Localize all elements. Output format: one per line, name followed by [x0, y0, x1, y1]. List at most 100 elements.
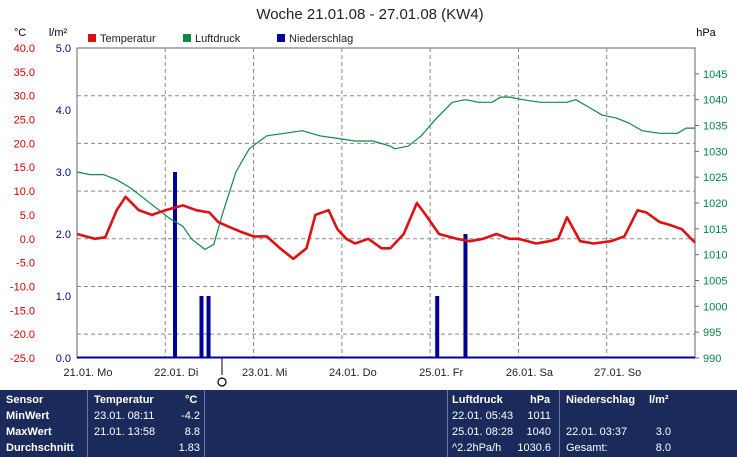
rain-value: 3.0 [655, 426, 671, 438]
pressure-line [76, 96, 695, 251]
pressure-time: 22.01. 05:43 [452, 410, 514, 422]
grid-lines [77, 48, 695, 358]
pressure-tick-label: 1045 [703, 69, 727, 81]
rain-bar [463, 234, 468, 358]
pressure-value: 1030.6 [517, 442, 551, 454]
header-sensor: Sensor [6, 394, 44, 406]
legend-label: Luftdruck [195, 33, 241, 45]
rain-value: 8.0 [655, 442, 671, 454]
pressure-time: 25.01. 08:28 [452, 426, 514, 438]
pressure-axis-ticks: 1045 1040 1035 1030 1025 1020 1015 1010 1005 1000… [695, 69, 727, 365]
temp-tick-label: -15.0 [10, 305, 35, 317]
pressure-value: 1011 [527, 410, 551, 422]
stats-table: Sensor Temperatur °C Luftdruck hPa Niede… [0, 390, 737, 457]
pressure-tick-label: 1025 [703, 172, 727, 184]
row-label: Durchschnitt [6, 442, 74, 454]
temp-time: 23.01. 08:11 [94, 410, 155, 422]
rain-total-label: Gesamt: [566, 442, 608, 454]
pressure-tick-label: 1035 [703, 121, 727, 133]
legend-swatch [88, 34, 96, 42]
pressure-series-line [76, 96, 695, 251]
chart-legend: Temperatur Luftdruck Niederschlag [88, 33, 353, 45]
pressure-tick-label: 1030 [703, 146, 727, 158]
temp-axis-ticks: 40.0 35.0 30.0 25.0 20.0 15.0 10.0 5.0 0.0 -5.0 -1… [10, 43, 35, 365]
legend-label: Niederschlag [289, 33, 353, 45]
x-tick-label: 23.01. Mi [242, 367, 287, 379]
rain-tick-label: 0.0 [56, 353, 71, 365]
temp-time: 21.01. 13:58 [94, 426, 156, 438]
temp-tick-label: 5.0 [20, 210, 35, 222]
legend-label: Temperatur [100, 33, 156, 45]
temp-tick-label: -20.0 [10, 329, 35, 341]
rain-bar [206, 296, 211, 358]
rain-bar [172, 172, 177, 358]
rain-bar [199, 296, 204, 358]
rain-tick-label: 3.0 [56, 167, 71, 179]
stats-row-min: MinWert 23.01. 08:11 -4.2 22.01. 05:43 1… [0, 410, 737, 426]
weather-chart: Woche 21.01.08 - 27.01.08 (KW4) °C l/m² … [10, 6, 727, 387]
header-rain: Niederschlag [566, 394, 636, 406]
col-divider [559, 390, 560, 457]
header-pressure: Luftdruck [452, 394, 503, 406]
rain-tick-label: 4.0 [56, 105, 71, 117]
temp-tick-label: 25.0 [14, 115, 35, 127]
temp-value: 8.8 [184, 426, 200, 438]
temp-tick-label: 0.0 [20, 234, 35, 246]
cursor-circle-icon [217, 377, 227, 387]
pressure-tick-label: 1000 [703, 301, 727, 313]
pressure-tick-label: 995 [703, 327, 721, 339]
pressure-tick-label: 1005 [703, 276, 727, 288]
pressure-tick-label: 1020 [703, 198, 727, 210]
temp-tick-label: 40.0 [14, 43, 35, 55]
x-tick-label: 25.01. Fr [419, 367, 463, 379]
plot-area [76, 47, 696, 359]
temp-tick-label: -5.0 [16, 258, 35, 270]
chart-title: Woche 21.01.08 - 27.01.08 (KW4) [256, 6, 483, 23]
temp-tick-label: -25.0 [10, 353, 35, 365]
col-divider [87, 390, 88, 457]
x-tick-label: 27.01. So [594, 367, 641, 379]
temp-tick-label: 35.0 [14, 67, 35, 79]
col-divider [447, 390, 448, 457]
header-temp-unit: °C [185, 394, 198, 406]
stats-row-max: MaxWert 21.01. 13:58 8.8 25.01. 08:28 10… [0, 426, 737, 442]
temp-tick-label: -10.0 [10, 281, 35, 293]
rain-tick-label: 2.0 [56, 229, 71, 241]
rain-time: 22.01. 03:37 [566, 426, 628, 438]
x-axis-ticks: 21.01. Mo 22.01. Di 23.01. Mi 24.01. Do 25.0… [64, 367, 642, 379]
pressure-tick-label: 990 [703, 353, 721, 365]
rain-tick-label: 1.0 [56, 291, 71, 303]
stats-row-avg: Durchschnitt 1.83 ^2.2hPa/h 1030.6 Gesam… [0, 442, 737, 458]
temperature-series-line [76, 195, 696, 261]
temperature-line [76, 195, 696, 261]
temp-tick-label: 10.0 [14, 186, 35, 198]
legend-swatch [277, 34, 285, 42]
temp-unit-label: °C [14, 27, 26, 39]
row-label: MaxWert [6, 426, 52, 438]
temp-tick-label: 15.0 [14, 162, 35, 174]
header-pressure-unit: hPa [530, 394, 551, 406]
rain-tick-label: 5.0 [56, 43, 71, 55]
row-label: MinWert [6, 410, 50, 422]
x-tick-label: 24.01. Do [329, 367, 377, 379]
pressure-tick-label: 1015 [703, 224, 727, 236]
x-tick-label: 26.01. Sa [506, 367, 554, 379]
rain-unit-label: l/m² [49, 27, 68, 39]
pressure-unit-label: hPa [696, 27, 716, 39]
x-tick-label: 21.01. Mo [64, 367, 113, 379]
rain-bars [172, 172, 468, 358]
temp-tick-label: 20.0 [14, 138, 35, 150]
header-temp: Temperatur [94, 394, 154, 406]
header-rain-unit: l/m² [649, 394, 669, 406]
temp-tick-label: 30.0 [14, 91, 35, 103]
pressure-tick-label: 1010 [703, 250, 727, 262]
x-tick-label: 22.01. Di [154, 367, 198, 379]
pressure-tick-label: 1040 [703, 95, 727, 107]
pressure-value: 1040 [526, 426, 551, 438]
stats-header-row: Sensor Temperatur °C Luftdruck hPa Niede… [0, 394, 737, 410]
rain-axis-ticks: 5.0 4.0 3.0 2.0 1.0 0.0 [56, 43, 71, 365]
cursor-marker[interactable] [217, 358, 227, 387]
pressure-trend: ^2.2hPa/h [452, 442, 502, 454]
col-divider [204, 390, 205, 457]
temp-value: -4.2 [181, 410, 200, 422]
